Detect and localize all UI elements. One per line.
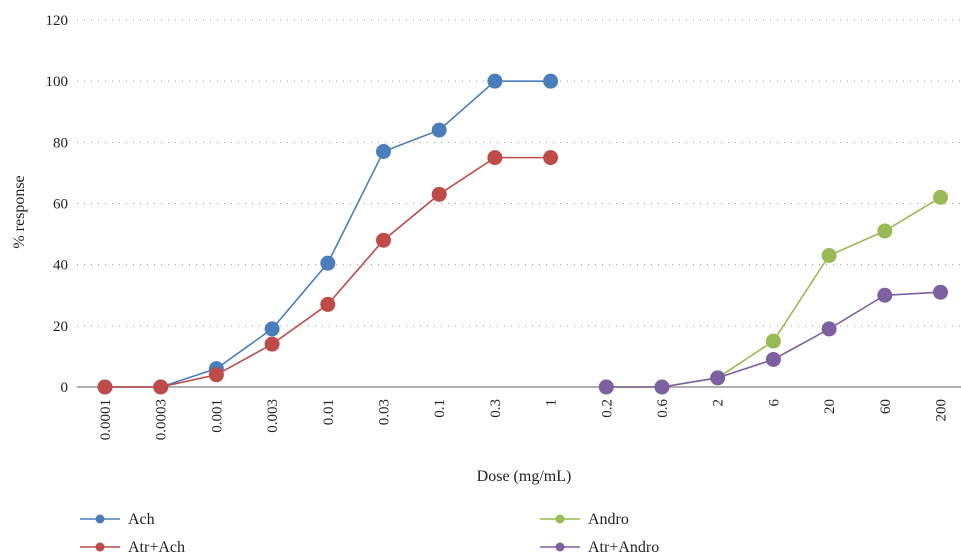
x-tick-label-0.01: 0.01 (321, 399, 337, 425)
x-tick-label-2: 2 (711, 399, 727, 407)
data-point (765, 333, 781, 349)
x-tick-label-200: 200 (934, 399, 950, 422)
legend-item-atr-andro: Atr+Andro (540, 539, 659, 556)
data-point (877, 223, 893, 239)
series-line (105, 156, 551, 388)
data-point (543, 73, 559, 89)
data-point (431, 122, 447, 138)
x-tick-label-1: 1 (544, 399, 560, 407)
series-layer (97, 73, 948, 395)
legend-item-ach: Ach (80, 511, 155, 528)
data-point (877, 287, 893, 303)
data-point (487, 150, 503, 166)
x-axis-ticks: 0.0001 0.0003 0.001 0.003 0.01 0.03 0.1 0.3 1 0.2… (98, 399, 950, 441)
y-tick-label-80: 80 (53, 135, 68, 151)
x-tick-label-60: 60 (878, 399, 894, 414)
data-point (765, 351, 781, 367)
data-point (208, 367, 224, 383)
y-tick-label-40: 40 (53, 258, 68, 274)
data-point (320, 296, 336, 312)
x-tick-label-20: 20 (822, 399, 838, 414)
data-point (654, 379, 670, 395)
data-point (933, 189, 948, 205)
y-tick-label-20: 20 (53, 319, 68, 335)
x-tick-label-0.3: 0.3 (488, 399, 504, 418)
x-tick-label-0.0001: 0.0001 (98, 399, 114, 440)
data-point (264, 321, 280, 337)
x-tick-label-0.1: 0.1 (432, 399, 448, 418)
legend-label: Atr+Ach (128, 539, 185, 556)
x-tick-label-0.0003: 0.0003 (154, 399, 170, 440)
x-tick-label-6: 6 (766, 399, 782, 407)
legend-item-atr-ach: Atr+Ach (80, 539, 185, 556)
data-point (264, 336, 280, 352)
series-atr-andro (598, 284, 948, 395)
data-point (320, 255, 336, 271)
legend-swatch-marker (555, 542, 565, 552)
x-tick-label-0.03: 0.03 (377, 399, 393, 425)
y-tick-label-120: 120 (46, 13, 69, 29)
data-point (97, 379, 113, 395)
legend-swatch-marker (95, 514, 105, 524)
data-point (153, 379, 169, 395)
data-point (598, 379, 614, 395)
x-tick-label-0.6: 0.6 (655, 399, 671, 418)
data-point (376, 144, 391, 160)
x-tick-label-0.2: 0.2 (599, 399, 615, 418)
y-tick-label-100: 100 (46, 74, 69, 90)
legend-label: Ach (128, 511, 155, 528)
data-point (487, 73, 503, 89)
y-tick-label-60: 60 (53, 197, 68, 213)
data-point (933, 284, 948, 300)
legend-label: Andro (588, 511, 629, 528)
y-tick-label-0: 0 (61, 380, 69, 396)
data-point (821, 321, 837, 337)
legend-swatch-marker (95, 542, 105, 552)
series-atr-ach (97, 150, 559, 395)
y-axis-ticks: 0 20 40 60 80 100 120 (46, 13, 69, 396)
series-ach (97, 73, 559, 395)
x-tick-label-0.001: 0.001 (209, 399, 225, 433)
data-point (710, 370, 726, 386)
legend-item-andro: Andro (540, 511, 629, 528)
data-point (376, 232, 391, 248)
series-line (105, 80, 551, 388)
x-axis-title: Dose (mg/mL) (477, 468, 572, 485)
data-point (431, 186, 447, 202)
data-point (821, 247, 837, 263)
data-point (543, 150, 559, 166)
x-tick-label-0.003: 0.003 (265, 399, 281, 433)
legend: Ach Atr+Ach Andro Atr+Andro (80, 511, 659, 556)
legend-swatch-marker (555, 514, 565, 524)
y-axis-title: % response (11, 175, 28, 248)
legend-label: Atr+Andro (588, 539, 659, 556)
